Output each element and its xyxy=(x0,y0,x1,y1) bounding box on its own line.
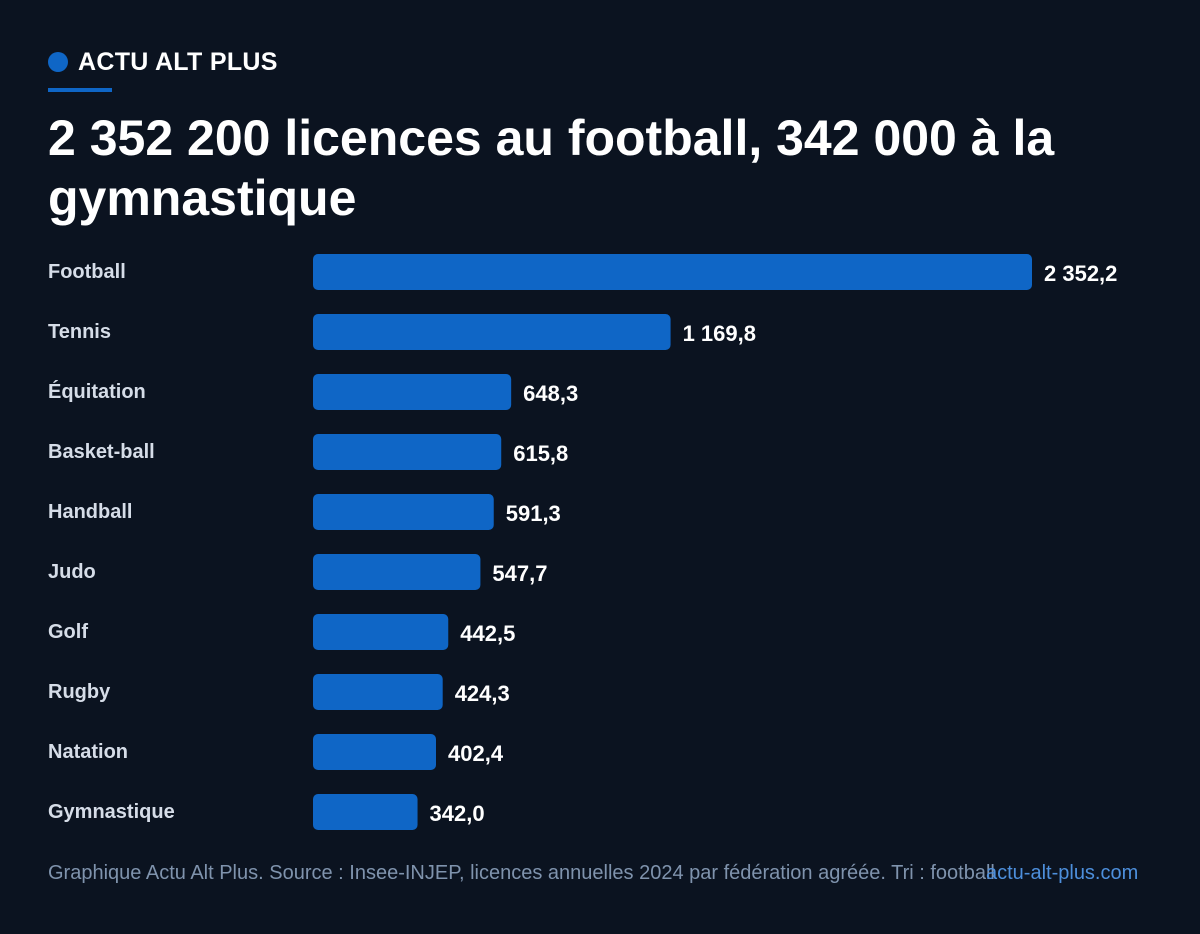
value-label: 615,8 xyxy=(513,441,568,466)
category-label: Tennis xyxy=(48,321,111,343)
bar xyxy=(313,254,1032,290)
chart-source-note: Graphique Actu Alt Plus. Source : Insee-… xyxy=(48,862,995,884)
brand-dot-icon xyxy=(48,52,68,72)
value-label: 402,4 xyxy=(448,741,504,766)
value-label: 1 169,8 xyxy=(683,321,756,346)
category-label: Natation xyxy=(48,741,128,763)
category-label: Handball xyxy=(48,501,132,523)
category-label: Football xyxy=(48,261,126,283)
site-link[interactable]: actu-alt-plus.com xyxy=(986,862,1139,884)
bar xyxy=(313,374,512,410)
category-label: Équitation xyxy=(48,380,146,403)
category-label: Gymnastique xyxy=(48,801,175,823)
value-label: 2 352,2 xyxy=(1044,261,1117,286)
bar xyxy=(313,554,481,590)
brand-name: ACTU ALT PLUS xyxy=(78,47,278,76)
value-label: 342,0 xyxy=(430,801,485,826)
category-label: Judo xyxy=(48,561,96,583)
chart-headline: 2 352 200 licences au football, 342 000 … xyxy=(48,110,1055,226)
value-label: 591,3 xyxy=(506,501,561,526)
bar xyxy=(313,314,671,350)
category-label: Rugby xyxy=(48,681,111,703)
bar xyxy=(313,494,494,530)
value-label: 424,3 xyxy=(455,681,510,706)
bar xyxy=(313,434,502,470)
value-label: 442,5 xyxy=(460,621,515,646)
bar xyxy=(313,794,418,830)
value-label: 547,7 xyxy=(492,561,547,586)
bar xyxy=(313,614,449,650)
bar xyxy=(313,734,437,770)
category-label: Golf xyxy=(48,621,88,643)
brand-header: ACTU ALT PLUS xyxy=(48,47,278,76)
category-label: Basket-ball xyxy=(48,441,155,463)
value-label: 648,3 xyxy=(523,381,578,406)
brand-underline xyxy=(48,88,112,92)
bar xyxy=(313,674,443,710)
